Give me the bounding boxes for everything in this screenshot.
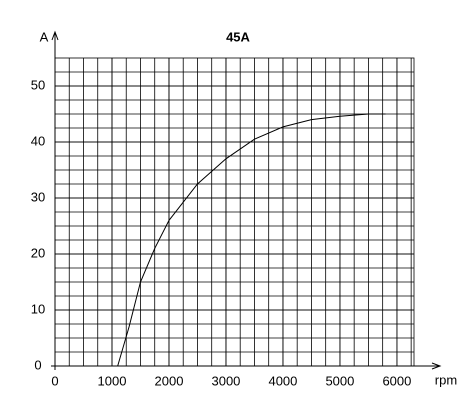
x-tick-label: 6000 <box>382 373 411 388</box>
y-axis-label: A <box>40 29 49 44</box>
y-tick-label: 30 <box>31 189 45 204</box>
x-tick-label: 0 <box>51 373 58 388</box>
data-line <box>117 113 386 367</box>
y-tick-label: 10 <box>31 301 45 316</box>
y-tick-label: 20 <box>31 245 45 260</box>
x-axis-label: rpm <box>435 372 457 387</box>
x-tick-label: 5000 <box>325 373 354 388</box>
chart-title: 45A <box>226 29 250 44</box>
x-tick-label: 2000 <box>155 373 184 388</box>
x-tick-label: 4000 <box>268 373 297 388</box>
y-tick-label: 0 <box>34 357 41 372</box>
y-tick-label: 40 <box>31 133 45 148</box>
x-tick-label: 3000 <box>211 373 240 388</box>
x-tick-label: 1000 <box>98 373 127 388</box>
y-tick-label: 50 <box>31 77 45 92</box>
